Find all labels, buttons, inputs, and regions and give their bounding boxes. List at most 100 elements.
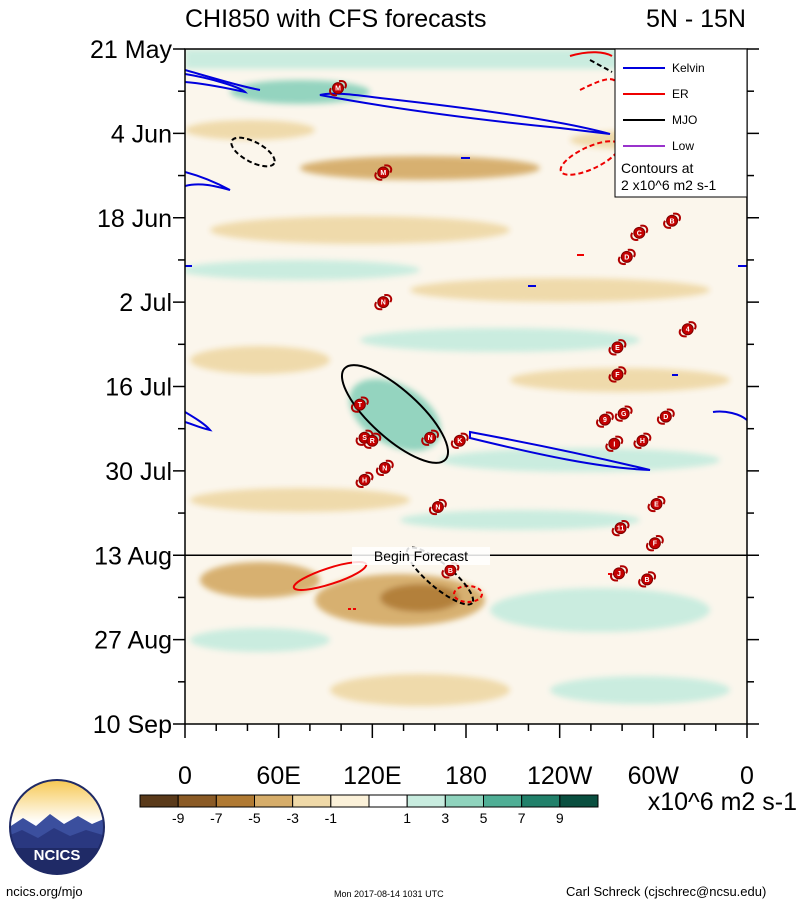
x-tick-label: 60W: [628, 762, 680, 790]
colorbar-swatch: [483, 794, 523, 808]
er-contour: [569, 51, 613, 57]
hurricane-icon: [646, 535, 664, 552]
field-patch-moist: [490, 588, 710, 632]
legend: Kelvin ER MJO Low Contours at 2 x10^6 m2 s-…: [614, 48, 748, 198]
hurricane-icon: [608, 366, 627, 383]
colorbar-level-label: 5: [480, 810, 488, 826]
hurricane-icon: [421, 429, 439, 446]
x-tick-label: 0: [178, 762, 192, 790]
kelvin-contour: [712, 410, 747, 421]
storm-circle: [681, 323, 694, 336]
hurricane-icon: [610, 565, 628, 582]
colorbar-swatch: [215, 794, 255, 808]
storm-circle: [611, 341, 624, 354]
hurricane-icon: [329, 80, 347, 97]
field-patch-moist: [440, 448, 720, 472]
y-tick-label: 13 Aug: [94, 542, 172, 570]
storm-circle: [636, 434, 649, 447]
field-patch-dry: [210, 216, 510, 244]
field-patch-dry: [200, 562, 320, 598]
colorbar-swatch: [444, 794, 485, 808]
hurricane-icon: [429, 498, 447, 516]
storm-label: H: [640, 438, 645, 445]
storm-marker: H: [633, 432, 652, 449]
field-patch-dry: [330, 674, 510, 706]
storm-marker: C: [630, 224, 649, 241]
colorbar-level-label: -7: [210, 810, 223, 826]
x-tick-label: 120E: [343, 762, 401, 790]
storm-label: I: [613, 441, 615, 448]
y-tick-label: 30 Jul: [105, 458, 172, 486]
hurricane-icon: [374, 294, 393, 311]
colorbar-swatch: [368, 794, 408, 808]
mjo-contour: [589, 59, 613, 73]
field-patch-moist: [360, 328, 640, 352]
legend-label-low: Low: [672, 139, 694, 153]
y-tick-label: 21 May: [90, 36, 172, 64]
colorbar-swatch: [254, 794, 294, 808]
hurricane-icon: [617, 248, 636, 266]
storm-marker: G: [614, 405, 633, 422]
y-tick-label: 10 Sep: [93, 711, 172, 739]
hurricane-icon: [611, 520, 630, 537]
storm-circle: [659, 410, 672, 423]
y-tick-label: 4 Jun: [111, 120, 172, 148]
storm-label: F: [653, 541, 658, 548]
hurricane-icon: [663, 212, 681, 229]
storm-markers: MBMCBCDN4EFTG9DSRNKIHNHEN11FBJB: [329, 80, 697, 588]
storm-label: D: [663, 414, 668, 421]
colorbar-swatch: [292, 794, 332, 808]
hurricane-icon: [596, 411, 614, 428]
storm-marker: N: [429, 498, 447, 516]
storm-circle: [612, 567, 625, 580]
forecast-label: Begin Forecast: [374, 548, 468, 564]
y-tick-label: 16 Jul: [105, 374, 172, 402]
mjo-contour: [340, 364, 450, 464]
storm-label: 11: [617, 526, 625, 533]
storm-label: E: [615, 345, 620, 352]
colorbar-level-label: -1: [325, 810, 338, 826]
colorbar-level-label: 9: [556, 810, 564, 826]
storm-circle: [377, 166, 390, 179]
x-tick-label: 180: [445, 762, 487, 790]
storm-marker: E: [608, 339, 627, 356]
logo-graphic: NCICS: [9, 779, 105, 875]
field-patch-dry: [190, 346, 330, 374]
legend-note-line2: 2 x10^6 m2 s-1: [621, 177, 716, 193]
storm-label: S: [362, 435, 367, 442]
storm-marker: B: [441, 562, 460, 579]
storm-marker: F: [646, 535, 664, 552]
storm-label: M: [335, 86, 341, 93]
legend-note-line1: Contours at: [621, 160, 693, 176]
hurricane-icon: [605, 435, 624, 452]
field-patch-dry: [190, 488, 410, 512]
storm-label: 9: [603, 417, 607, 424]
footer-url[interactable]: ncics.org/mjo: [6, 884, 83, 899]
colorbar: -9 -7 -5 -3 -1 1 3 5 7 9: [139, 794, 599, 826]
hurricane-icon: [678, 321, 697, 338]
storm-marker: M: [374, 164, 393, 181]
storm-circle: [358, 473, 371, 486]
colorbar-level-label: -3: [286, 810, 299, 826]
storm-circle: [331, 82, 344, 95]
field-patch-dry-strong: [380, 584, 460, 612]
storm-circle: [366, 434, 379, 447]
storm-label: E: [654, 502, 659, 509]
hurricane-icon: [614, 405, 633, 422]
storm-marker: I: [605, 435, 624, 452]
storm-marker: 9: [596, 411, 614, 428]
storm-marker: N: [421, 429, 439, 446]
storm-marker: N: [375, 459, 394, 476]
storm-marker: N: [374, 294, 393, 311]
storm-marker: K: [450, 432, 469, 449]
storm-label: N: [428, 435, 433, 442]
y-tick-label: 18 Jun: [97, 205, 172, 233]
colorbar-swatch: [177, 794, 217, 808]
storm-marker: 11: [611, 520, 630, 537]
storm-circle: [633, 226, 646, 239]
forecast-label-background: [352, 547, 490, 565]
field-patch-moist: [400, 510, 640, 530]
storm-label: N: [435, 505, 440, 512]
storm-label: D: [624, 254, 629, 261]
